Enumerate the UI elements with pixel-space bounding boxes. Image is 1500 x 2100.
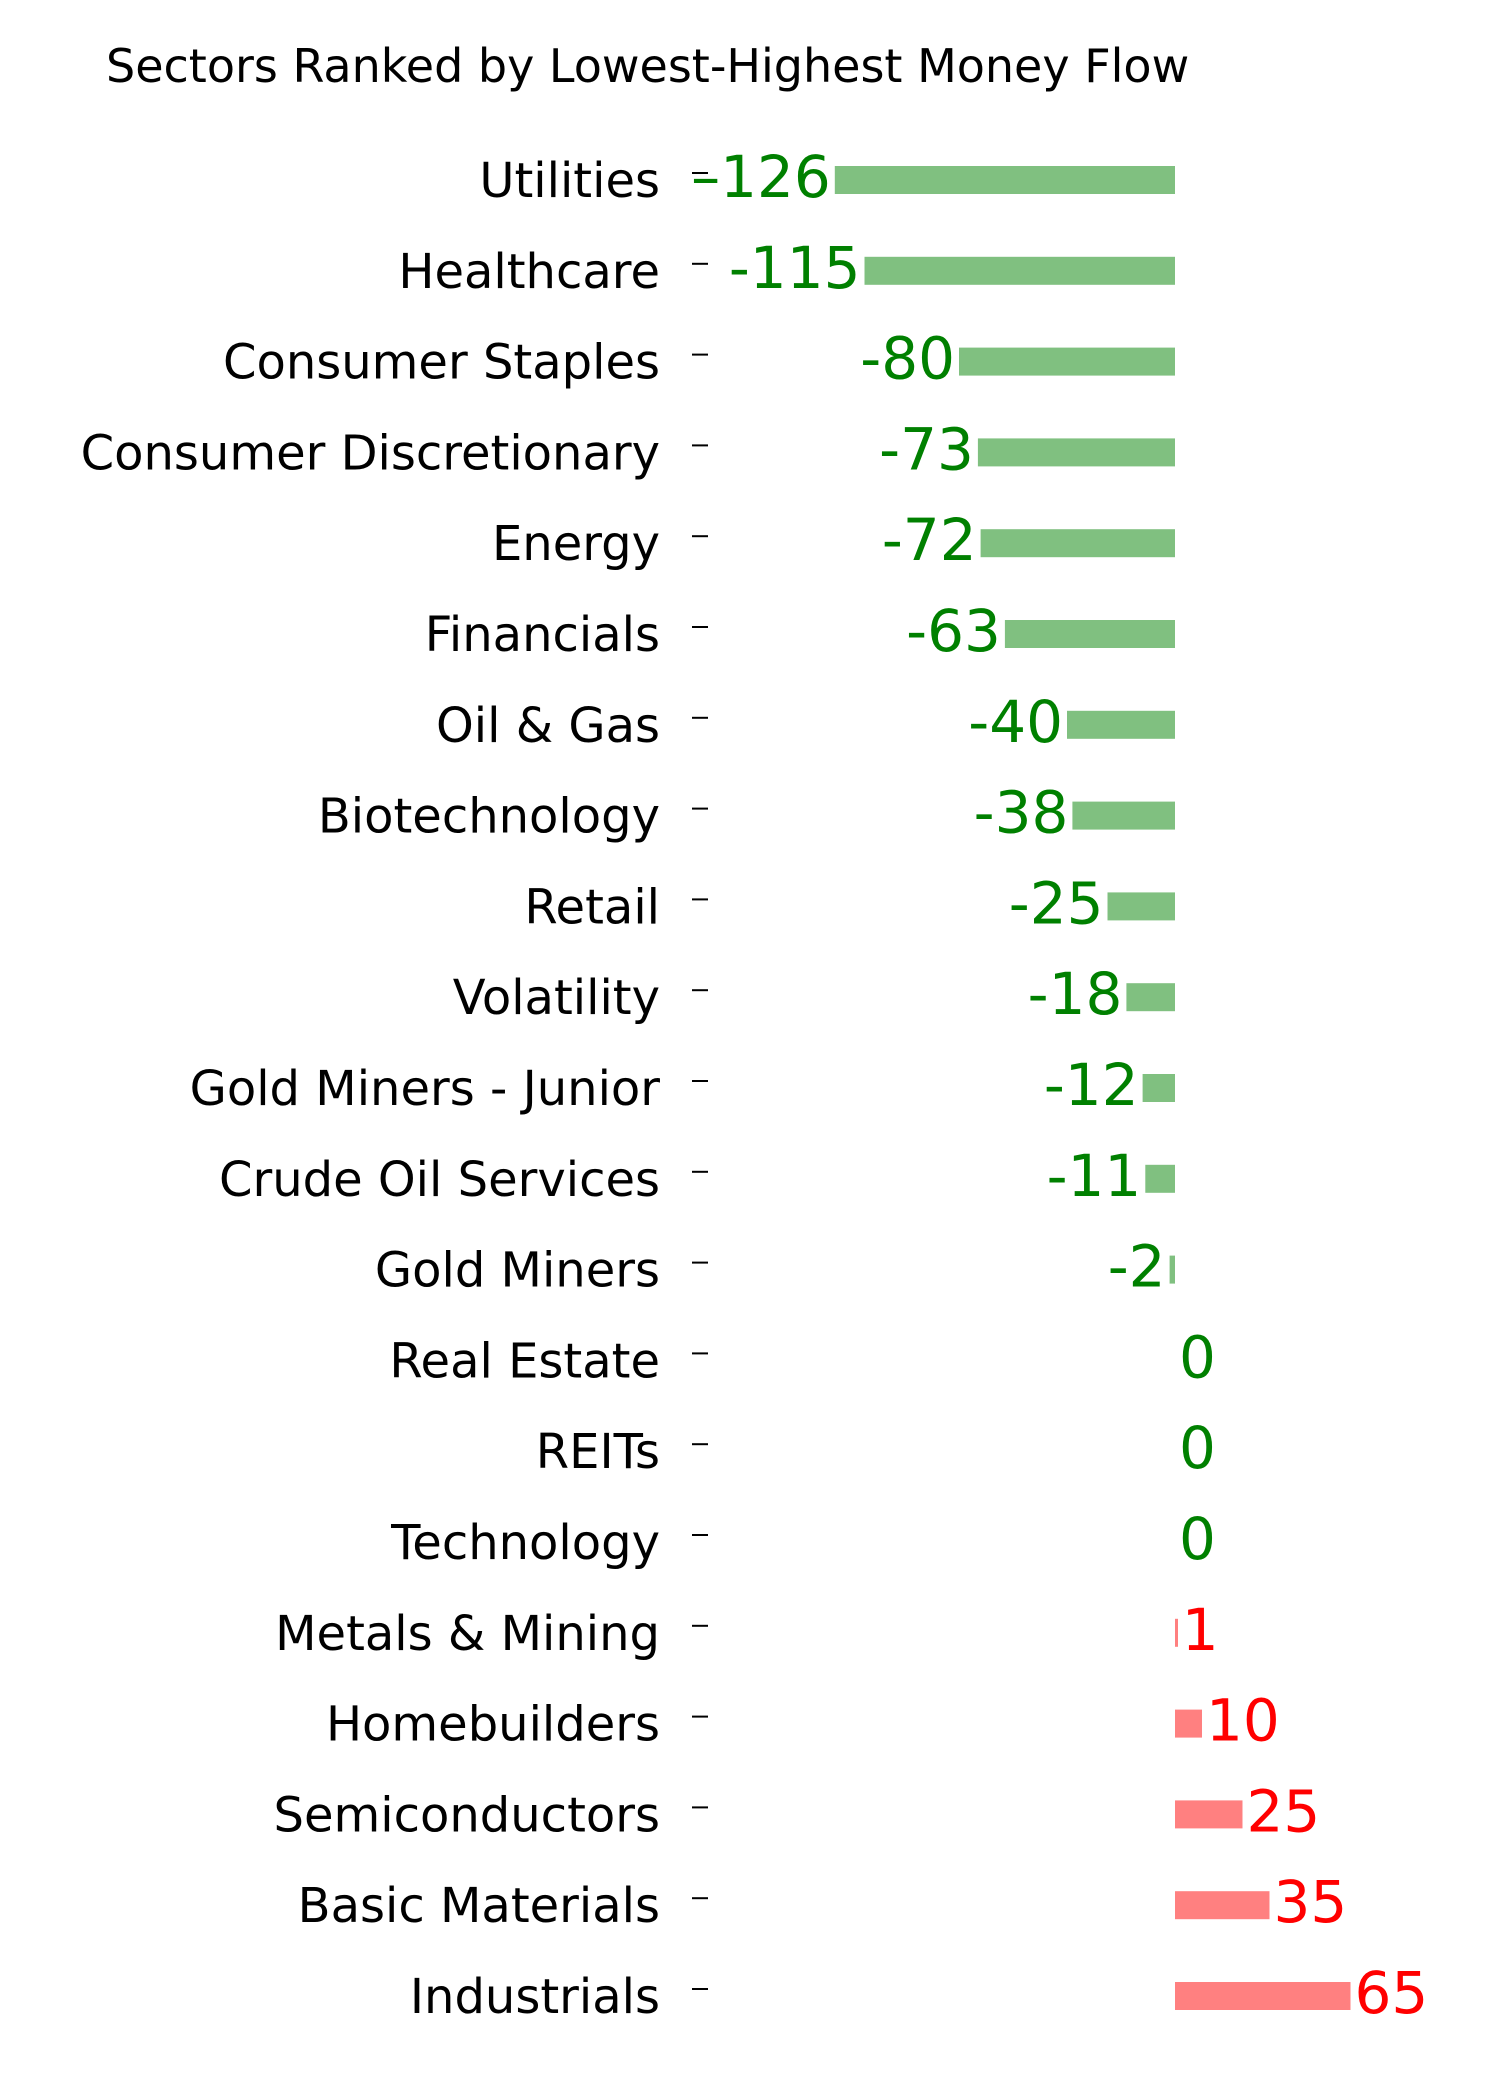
bar (1126, 983, 1175, 1012)
value-label: -12 (1044, 1051, 1139, 1119)
category-label: Basic Materials (298, 1878, 660, 1934)
value-label: 0 (1179, 1323, 1216, 1391)
value-label: -11 (1047, 1142, 1142, 1210)
bar (1145, 1164, 1175, 1193)
value-label: -73 (879, 415, 974, 483)
category-label: Crude Oil Services (219, 1152, 660, 1208)
value-label: -63 (906, 597, 1001, 665)
bar-rows: Utilities –126 Healthcare -115 Consumer Stap… (81, 143, 1429, 2027)
value-label: -115 (729, 234, 861, 302)
category-label: Metals & Mining (275, 1606, 660, 1662)
category-label: Energy (492, 516, 660, 572)
category-label: Industrials (410, 1969, 660, 2025)
bar (1175, 1618, 1178, 1647)
value-label: 0 (1179, 1505, 1216, 1573)
bar (1175, 1709, 1202, 1738)
category-label: Consumer Staples (223, 335, 660, 391)
value-label: 35 (1274, 1868, 1348, 1936)
category-label: Semiconductors (274, 1787, 660, 1843)
value-label: -25 (1009, 869, 1104, 937)
category-label: Consumer Discretionary (81, 425, 660, 481)
value-label: –126 (691, 143, 831, 211)
bar (1107, 892, 1175, 921)
value-label: 0 (1179, 1414, 1216, 1482)
value-label: 1 (1182, 1596, 1219, 1664)
bar (1067, 710, 1175, 739)
value-label: 65 (1355, 1959, 1429, 2027)
bar (980, 529, 1175, 558)
category-label: Retail (524, 879, 660, 935)
bar (1175, 1982, 1351, 2010)
bar (977, 438, 1175, 467)
bar (1175, 1800, 1243, 1829)
bar (1142, 1074, 1175, 1102)
bar (1072, 801, 1175, 830)
value-label: -38 (974, 779, 1069, 847)
category-label: Homebuilders (326, 1697, 660, 1753)
category-label: Gold Miners (375, 1243, 660, 1299)
value-label: -18 (1028, 960, 1123, 1028)
category-label: Oil & Gas (436, 698, 660, 754)
category-label: Real Estate (389, 1333, 660, 1389)
value-label: -2 (1108, 1233, 1166, 1301)
category-label: Technology (390, 1515, 660, 1571)
value-label: -40 (968, 688, 1063, 756)
category-label: REITs (536, 1424, 660, 1480)
bar (834, 166, 1175, 194)
bar (1169, 1255, 1175, 1284)
category-label: Gold Miners - Junior (190, 1061, 661, 1117)
category-label: Utilities (479, 153, 660, 209)
category-label: Financials (425, 607, 660, 663)
chart-title: Sectors Ranked by Lowest-Highest Money F… (106, 39, 1189, 93)
bar (1175, 1891, 1270, 1920)
bar (1004, 620, 1175, 648)
value-label: -80 (860, 325, 955, 393)
value-label: 10 (1206, 1687, 1280, 1755)
category-label: Biotechnology (318, 789, 660, 845)
bar (864, 256, 1175, 285)
value-label: -72 (882, 506, 977, 574)
value-label: 25 (1247, 1777, 1321, 1845)
bar (959, 347, 1175, 376)
category-label: Volatility (453, 970, 660, 1026)
category-label: Healthcare (398, 244, 660, 300)
